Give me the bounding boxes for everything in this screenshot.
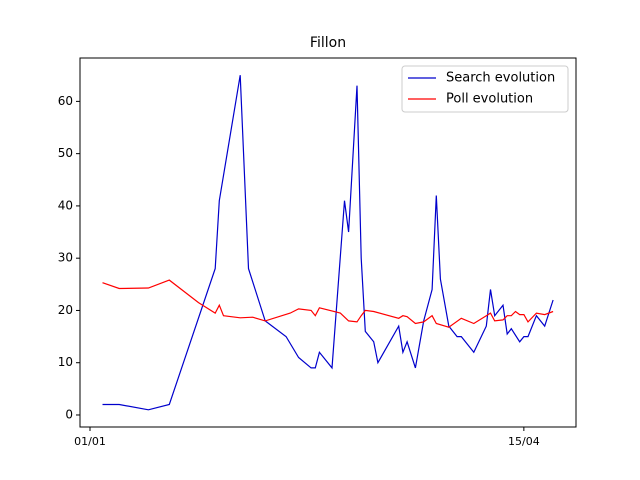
chart-title: Fillon — [310, 35, 346, 51]
legend-box — [401, 65, 569, 113]
series-line — [102, 75, 554, 411]
y-tick-label: 40 — [58, 198, 73, 212]
plot-frame — [79, 57, 577, 428]
y-tick-label: 60 — [58, 94, 73, 108]
y-tick-label: 30 — [58, 251, 73, 265]
x-tick-label: 15/04 — [508, 435, 540, 448]
y-tick-label: 50 — [58, 146, 73, 160]
x-tick-label: 01/01 — [74, 435, 106, 448]
legend-label: Poll evolution — [446, 92, 533, 107]
y-tick-label: 20 — [58, 303, 73, 317]
series-line — [102, 279, 554, 328]
legend-label: Search evolution — [446, 71, 555, 86]
y-tick-label: 0 — [65, 407, 73, 421]
y-tick-label: 10 — [58, 355, 73, 369]
